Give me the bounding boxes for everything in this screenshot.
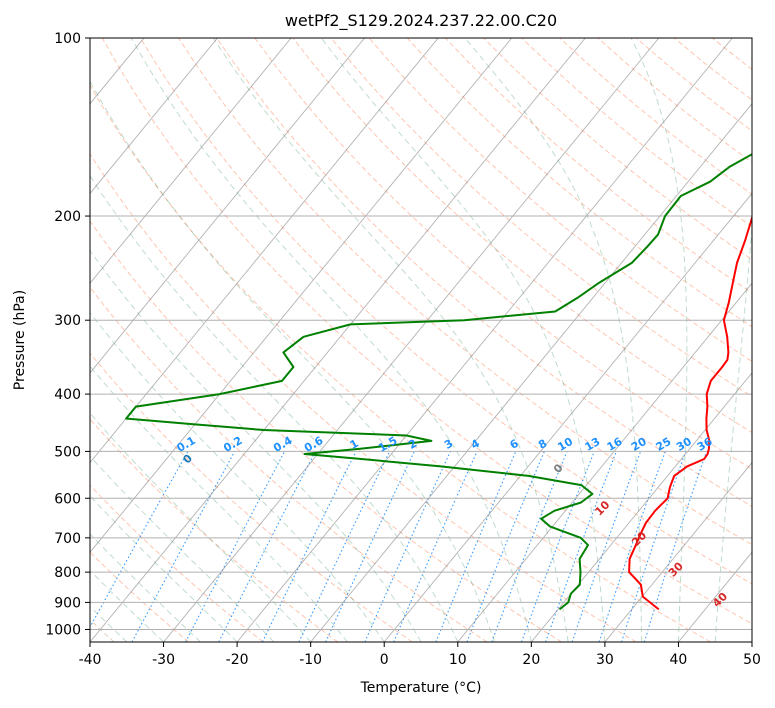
temperature-profile-line xyxy=(628,214,752,611)
dry-adiabat-line xyxy=(101,38,752,625)
mixing-ratio-line xyxy=(466,451,545,642)
sounding-series xyxy=(125,153,752,611)
mixing-ratio-line xyxy=(571,451,642,642)
moist-adiabat-line xyxy=(90,533,201,642)
moist-adiabat-line xyxy=(630,38,688,642)
x-tick-label: 20 xyxy=(522,652,540,668)
y-tick-label: 100 xyxy=(54,31,81,47)
x-tick-label: -30 xyxy=(152,652,175,668)
moist-adiabat-line xyxy=(714,219,752,642)
moist-adiabat-line xyxy=(464,38,643,642)
y-axis-label: Pressure (hPa) xyxy=(12,290,28,390)
moist-adiabat-line xyxy=(90,249,422,642)
dry-adiabat-line xyxy=(90,352,413,642)
x-tick-label: -40 xyxy=(79,652,102,668)
mixing-ratio-labels: 0.1 0.2 0.4 0.6 1 1.5 2 3 4 6 8 10 13 16 20 25 30 36 xyxy=(174,434,714,455)
y-axis-ticks: 100 200 300 400 500 600 700 800 900 1000 xyxy=(45,31,90,638)
dry-adiabat-line xyxy=(406,38,752,328)
isotherm-line xyxy=(0,38,70,642)
mixing-ratio-line xyxy=(491,451,568,642)
isotherm-line xyxy=(90,38,586,642)
isotherm-line xyxy=(457,282,752,642)
dry-adiabat-line xyxy=(90,220,562,642)
mixing-ratio-line xyxy=(643,451,708,642)
dry-adiabat-line xyxy=(368,38,752,362)
moist-adiabat-line xyxy=(90,495,238,642)
mixing-ratio-line xyxy=(621,451,687,642)
x-tick-label: 30 xyxy=(596,652,614,668)
y-tick-label: 300 xyxy=(54,313,81,329)
isotherm-line xyxy=(236,38,733,642)
dry-adiabat-line xyxy=(139,38,752,585)
mixing-ratio-line xyxy=(90,451,189,629)
dry-adiabat-line xyxy=(90,84,711,642)
isotherms xyxy=(0,38,752,642)
isotherm-line xyxy=(90,38,292,284)
x-tick-label: 0 xyxy=(380,652,389,668)
mixing-ratio-line xyxy=(520,451,595,642)
dry-adiabat-line xyxy=(90,153,637,642)
dry-adiabat-line xyxy=(216,38,752,508)
dry-adiabat-line xyxy=(90,286,488,642)
isotherm-line xyxy=(163,38,660,642)
isotherm-line xyxy=(90,38,513,553)
dry-adiabat-line xyxy=(90,484,264,642)
isotherm-line xyxy=(383,192,752,642)
x-tick-label: -20 xyxy=(226,652,249,668)
x-tick-label: 50 xyxy=(743,652,761,668)
x-tick-label: 40 xyxy=(670,652,688,668)
y-tick-label: 400 xyxy=(54,387,81,403)
moist-adiabat-line xyxy=(212,38,569,642)
isotherm-line xyxy=(90,38,439,464)
moist-adiabat-line xyxy=(320,38,606,642)
y-tick-label: 600 xyxy=(54,491,81,507)
isobar-gridlines xyxy=(90,38,752,630)
y-tick-label: 900 xyxy=(54,595,81,611)
moist-adiabat-line xyxy=(130,38,532,642)
plot-frame xyxy=(89,37,753,643)
isotherm-line xyxy=(310,103,752,642)
x-axis-ticks: -40 -30 -20 -10 0 10 20 30 40 50 xyxy=(79,642,761,668)
moist-adiabat-line xyxy=(90,80,496,642)
isotherm-line xyxy=(530,372,752,642)
moist-adiabat-line xyxy=(90,365,348,642)
isotherm-line xyxy=(90,38,218,195)
moist-adiabats xyxy=(90,38,752,642)
x-tick-label: -10 xyxy=(299,652,322,668)
isotherm-line xyxy=(604,461,752,642)
mixing-ratio-line xyxy=(435,451,517,642)
dewpoint-profile-line xyxy=(125,153,752,611)
isotherm-line xyxy=(751,641,752,642)
moist-adiabat-line xyxy=(90,569,164,642)
dry-adiabat-line xyxy=(254,38,752,470)
moist-adiabat-line xyxy=(90,311,385,642)
mixing-ratio-line xyxy=(131,451,236,642)
chart-title: wetPf2_S129.2024.237.22.00.C20 xyxy=(285,11,557,31)
plot-background xyxy=(90,38,752,642)
mixing-ratio-line xyxy=(545,451,617,642)
isotherm-line xyxy=(90,38,365,374)
dry-adiabat-line xyxy=(292,38,752,434)
y-tick-label: 800 xyxy=(54,565,81,581)
moist-adiabat-line xyxy=(90,174,459,642)
y-tick-label: 1000 xyxy=(45,622,81,638)
x-tick-label: 10 xyxy=(449,652,467,668)
x-axis-label: Temperature (°C) xyxy=(360,680,482,696)
y-tick-label: 700 xyxy=(54,531,81,547)
mixing-ratio-line xyxy=(364,451,451,642)
y-tick-label: 500 xyxy=(54,444,81,460)
mixing-ratio-lines xyxy=(90,451,708,642)
y-tick-label: 200 xyxy=(54,209,81,225)
mixing-ratio-line xyxy=(598,451,666,642)
mixing-ratio-line xyxy=(218,451,316,642)
